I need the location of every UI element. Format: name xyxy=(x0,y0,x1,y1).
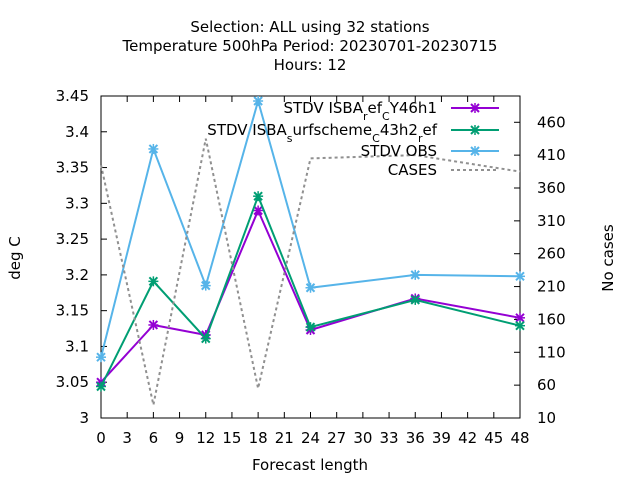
series-point xyxy=(96,352,106,363)
series-point xyxy=(148,319,159,330)
y2-tick-label: 410 xyxy=(537,146,566,164)
legend-label: STDV ISBArefCY46h1 xyxy=(283,99,437,123)
y-tick-label: 3.3 xyxy=(65,194,89,212)
series-point xyxy=(305,322,316,333)
y-tick-label: 3.1 xyxy=(65,337,89,355)
series-point xyxy=(410,269,421,280)
y2-tick-label: 160 xyxy=(537,310,566,328)
y2-tick-label: 260 xyxy=(537,245,566,263)
chart-title-line-1: Selection: ALL using 32 stations xyxy=(190,18,429,36)
x-tick-label: 18 xyxy=(249,429,268,447)
x-tick-label: 30 xyxy=(353,429,372,447)
chart-title-line-2: Temperature 500hPa Period: 20230701-2023… xyxy=(122,37,498,55)
x-tick-label: 6 xyxy=(149,429,159,447)
x-tick-label: 36 xyxy=(406,429,425,447)
y2-tick-label: 210 xyxy=(537,278,566,296)
x-tick-label: 45 xyxy=(484,429,503,447)
series-2 xyxy=(96,191,525,392)
x-tick-label: 9 xyxy=(175,429,185,447)
y2-tick-label: 10 xyxy=(537,409,556,427)
x-tick-label: 15 xyxy=(222,429,241,447)
legend-label: CASES xyxy=(388,161,437,179)
series-point xyxy=(410,294,421,305)
x-tick-label: 42 xyxy=(458,429,477,447)
x-tick-label: 24 xyxy=(301,429,320,447)
y2-axis-label: No cases xyxy=(599,224,617,292)
plot-border xyxy=(100,95,521,419)
legend-label: STDV OBS xyxy=(361,142,437,160)
series-layer xyxy=(96,96,525,406)
series-point xyxy=(148,276,159,287)
x-axis-label: Forecast length xyxy=(252,456,368,474)
x-axis: 0 3 6 9 12 15 18 21 24 27 30 33 36 39 42 45 48 xyxy=(96,96,530,447)
x-tick-label: 39 xyxy=(432,429,451,447)
y-tick-label: 3.35 xyxy=(56,159,89,177)
series-4 xyxy=(100,138,521,406)
series-point xyxy=(470,146,480,156)
series-point xyxy=(96,381,106,392)
series-point xyxy=(305,282,316,293)
series-point xyxy=(148,143,159,154)
y-tick-label: 3.25 xyxy=(56,230,89,248)
y-tick-label: 3.15 xyxy=(56,302,89,320)
legend-entry-2: STDV ISBAsurfschemeC43h2ref xyxy=(207,121,499,145)
legend-entry-4: CASES xyxy=(388,161,499,179)
y-tick-label: 3.05 xyxy=(56,373,89,391)
y-tick-label: 3.45 xyxy=(56,87,89,105)
series-line xyxy=(100,97,521,358)
series-3 xyxy=(96,96,525,363)
series-point xyxy=(200,333,211,344)
x-tick-label: 27 xyxy=(327,429,346,447)
chart-title: Selection: ALL using 32 stations Tempera… xyxy=(122,18,498,74)
series-point xyxy=(515,271,525,282)
y2-tick-label: 360 xyxy=(537,179,566,197)
y2-tick-label: 310 xyxy=(537,212,566,230)
legend-entry-3: STDV OBS xyxy=(361,142,499,160)
y-tick-label: 3 xyxy=(79,409,89,427)
x-tick-label: 48 xyxy=(510,429,529,447)
series-1 xyxy=(96,205,525,388)
y-tick-label: 3.2 xyxy=(65,266,89,284)
series-line xyxy=(100,138,521,406)
x-tick-label: 12 xyxy=(196,429,215,447)
y2-tick-label: 460 xyxy=(537,113,566,131)
series-point xyxy=(515,320,525,331)
series-point xyxy=(470,103,480,113)
chart-title-line-3: Hours: 12 xyxy=(274,56,347,74)
y2-tick-label: 110 xyxy=(537,343,566,361)
y-axis: 3 3.05 3.1 3.15 3.2 3.25 3.3 3.35 3.4 3.45 xyxy=(56,87,107,427)
series-point xyxy=(200,280,211,291)
series-point xyxy=(253,191,264,202)
series-point xyxy=(253,205,264,216)
series-point xyxy=(470,125,480,135)
y-axis-label: deg C xyxy=(6,236,24,280)
x-tick-label: 3 xyxy=(122,429,132,447)
x-tick-label: 21 xyxy=(275,429,294,447)
y2-axis: 10 60 110 160 210 260 310 360 410 460 xyxy=(514,113,566,427)
legend-entry-1: STDV ISBArefCY46h1 xyxy=(283,99,499,123)
y2-tick-label: 60 xyxy=(537,376,556,394)
legend-label: STDV ISBAsurfschemeC43h2ref xyxy=(207,121,437,145)
y-tick-label: 3.4 xyxy=(65,123,89,141)
series-point xyxy=(253,96,264,107)
x-tick-label: 0 xyxy=(96,429,106,447)
x-tick-label: 33 xyxy=(380,429,399,447)
